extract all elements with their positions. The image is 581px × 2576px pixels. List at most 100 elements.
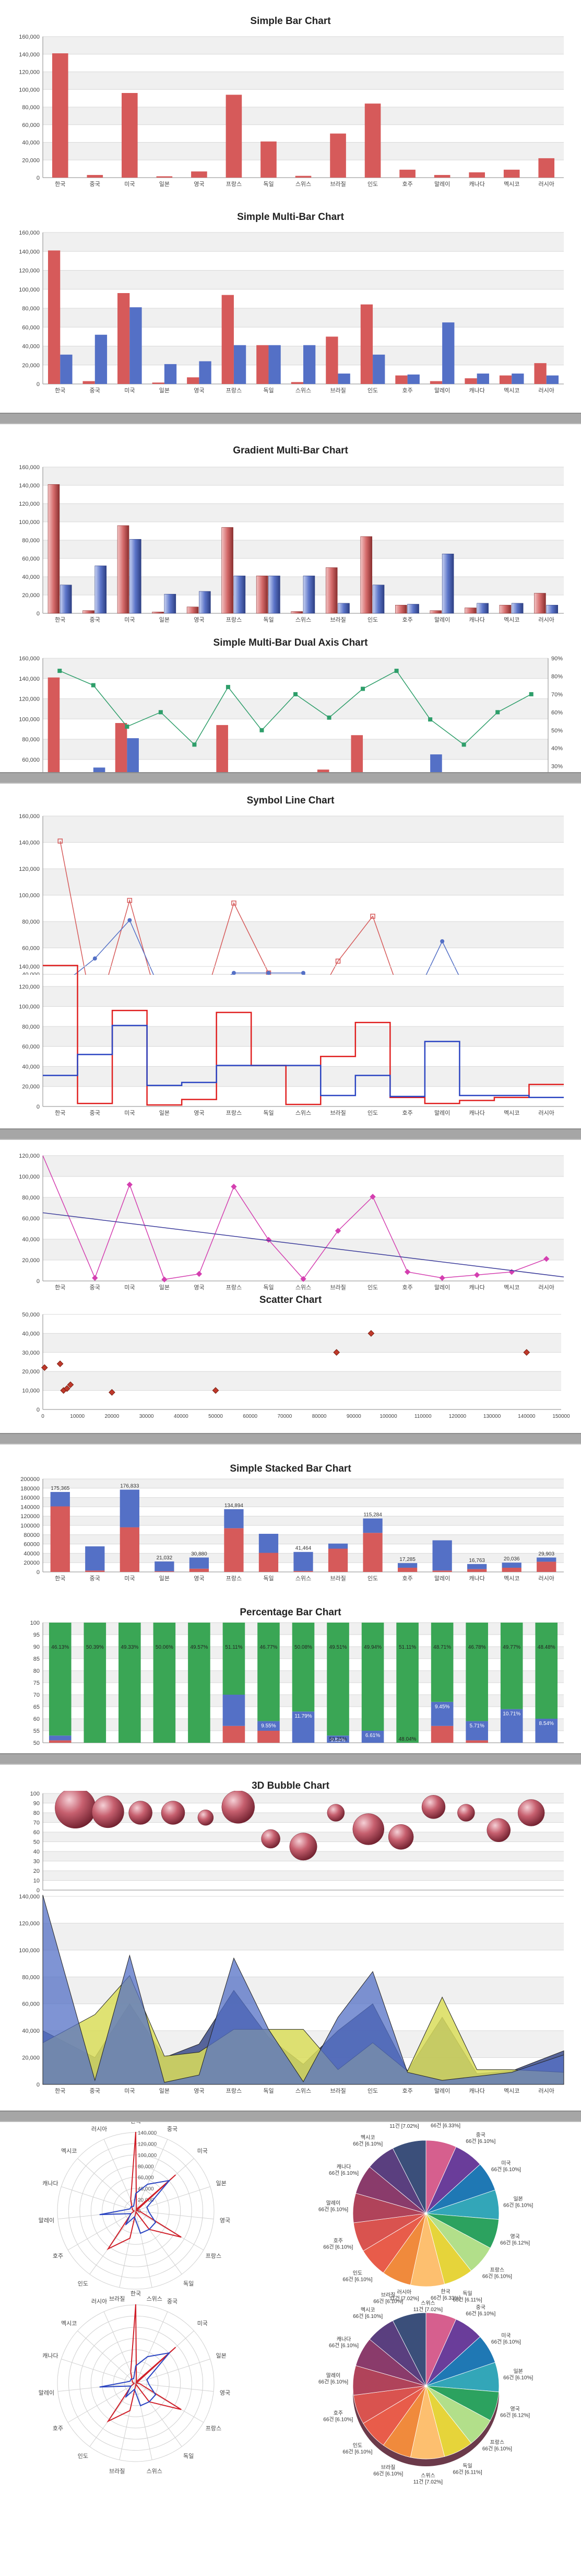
y-tick-label: 80,000: [22, 306, 40, 312]
bar-segment: [118, 1623, 141, 1743]
pie-value-label: 66건 [6.10%]: [323, 2416, 353, 2422]
x-tick-label: 일본: [159, 1284, 170, 1291]
bar-segment: [432, 1570, 452, 1572]
y-tick-label: 50: [33, 1839, 40, 1846]
bar: [191, 171, 207, 178]
pie-label: 멕시코: [361, 2135, 375, 2141]
radar-axis-label: 영국: [220, 2389, 230, 2396]
section-divider: [0, 2111, 581, 2122]
y-tick-label: 120,000: [19, 1920, 40, 1927]
x-tick-label: 독일: [263, 1575, 274, 1582]
bar-segment: [397, 1563, 418, 1568]
chart-title: Gradient Multi-Bar Chart: [233, 445, 348, 456]
chart-scatter: Scatter Chart 0 10,000 20,000 30,000 40,000 5…: [0, 1290, 581, 1431]
bar: [534, 363, 547, 384]
x-tick-label: 20000: [104, 1414, 119, 1419]
x-tick-label: 일본: [159, 616, 170, 623]
x-tick-label: 인도: [367, 2088, 378, 2094]
bubble: [261, 1829, 280, 1849]
x-tick-label: 호주: [402, 1110, 412, 1116]
pie-value-label: 66건 [6.10%]: [342, 2449, 372, 2455]
radar-spoke: [135, 2359, 210, 2384]
data-label: 9.55%: [261, 1723, 276, 1729]
bar: [233, 575, 246, 614]
bar: [129, 307, 142, 384]
bar: [325, 567, 338, 614]
y-tick-label: 60,000: [22, 757, 40, 763]
y-tick-label: 140,000: [19, 52, 40, 58]
x-tick-label: 러시아: [539, 181, 554, 188]
radar-axis-label: 스위스: [147, 2295, 162, 2302]
x-tick-label: 130000: [483, 1414, 501, 1419]
x-tick-label: 독일: [263, 2087, 274, 2094]
pie-value-label: 66건 [6.10%]: [329, 2342, 359, 2349]
radar-axis-label: 프랑스: [206, 2425, 221, 2432]
y-tick-label: 65: [33, 1704, 40, 1710]
x-tick-label: 미국: [124, 2088, 135, 2094]
y-tick-label: 60: [33, 1829, 40, 1836]
bar-segment: [535, 1719, 558, 1743]
bar-segment: [224, 1509, 244, 1529]
y-tick-label: 80,000: [22, 1974, 40, 1980]
x-tick-label: 중국: [90, 1576, 100, 1582]
x-tick-label: 캐나다: [469, 181, 484, 188]
line-point: [231, 1183, 237, 1190]
bar-segment: [467, 1569, 487, 1572]
x-tick-label: 0: [41, 1414, 44, 1419]
grid-band: [43, 467, 564, 485]
bar: [465, 378, 477, 384]
x-tick-label: 호주: [402, 616, 412, 623]
radar-tick-label: 40,000: [138, 2186, 154, 2192]
x-tick-label: 60000: [243, 1414, 257, 1419]
bar: [164, 364, 177, 384]
grid-band: [43, 504, 564, 522]
y2-tick-label: 50%: [551, 728, 563, 734]
bar-segment: [292, 1623, 315, 1712]
radar-tick-label: 120,000: [138, 2141, 157, 2147]
y-tick-label: 80: [33, 1668, 40, 1674]
bar-segment: [363, 1533, 383, 1572]
grid-band: [43, 1371, 561, 1391]
y-tick-label: 20,000: [22, 2055, 40, 2061]
grid-band: [43, 1871, 564, 1881]
x-tick-label: 러시아: [539, 2088, 554, 2094]
pie-value-label: 66건 [6.33%]: [431, 2123, 460, 2129]
line-point: [265, 1237, 272, 1243]
chart-step-line: 0 20,000 40,000 60,000 80,000 100,000 120,000 1…: [0, 961, 581, 1134]
step-series: [43, 964, 564, 1106]
bar-segment: [222, 1726, 245, 1743]
line-point: [231, 900, 236, 906]
bar: [117, 525, 129, 614]
data-label: 8.54%: [539, 1721, 554, 1727]
radar-spoke: [57, 2383, 136, 2392]
stacked-bar-plot: 0 20000 40000 60000 80000 100000 120000 140000 1…: [20, 1476, 564, 1582]
x-tick-label: 말레이: [434, 1110, 450, 1116]
bar: [199, 591, 211, 614]
line-point: [57, 838, 63, 844]
y-tick-label: 160,000: [19, 230, 40, 236]
y-tick-label: 100,000: [19, 87, 40, 93]
bar: [430, 610, 442, 614]
y-tick-label: 140,000: [19, 483, 40, 489]
bar-segment: [467, 1564, 487, 1569]
y2-tick-label: 70%: [551, 692, 563, 698]
pie-value-label: 66건 [6.10%]: [373, 2299, 403, 2305]
bar-segment: [85, 1570, 105, 1572]
y-tick-label: 0: [37, 381, 40, 388]
y-tick-label: 10,000: [22, 1388, 40, 1394]
chart-title: Symbol Line Chart: [246, 795, 335, 806]
radar-axis-label: 중국: [167, 2126, 177, 2132]
bubble: [91, 1796, 124, 1828]
chart-percentage-bar: Percentage Bar Chart 50 55 60 65 70 75 80 85 90 9…: [0, 1604, 581, 1761]
chart-trend-line: 0 20,000 40,000 60,000 80,000 100,000 120,000 한…: [0, 1140, 581, 1297]
bar: [360, 304, 373, 384]
data-label: 50.25%: [329, 1736, 347, 1742]
pie-value-label: 11건 [7.02%]: [389, 2123, 419, 2129]
bar: [256, 345, 269, 384]
y-tick-label: 40,000: [22, 1064, 40, 1070]
y-tick-label: 0: [37, 1278, 40, 1285]
x-tick-label: 멕시코: [504, 387, 519, 394]
pie-label: 한국: [441, 2289, 450, 2295]
bar: [164, 593, 176, 614]
pie-value-label: 66건 [6.10%]: [353, 2141, 383, 2147]
